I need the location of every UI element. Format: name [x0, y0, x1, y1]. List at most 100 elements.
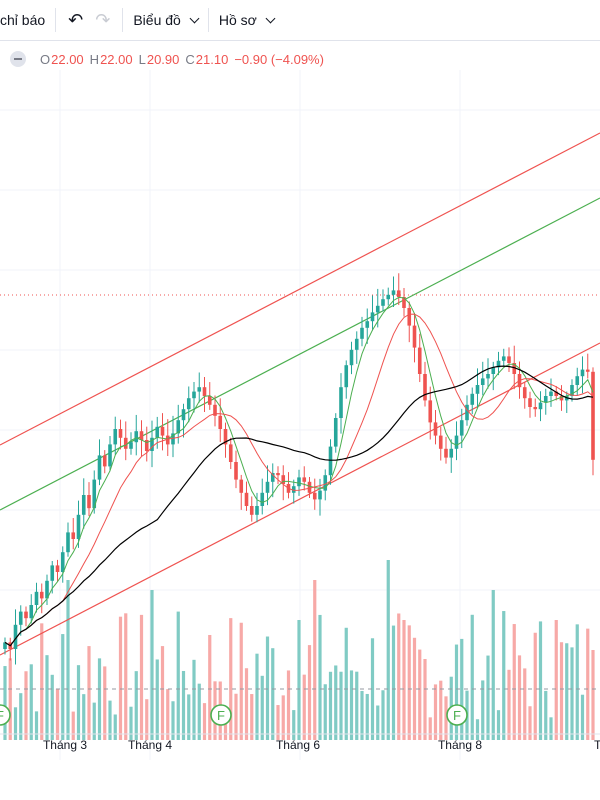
candle-body [66, 532, 70, 553]
volume-bar [386, 560, 390, 740]
volume-bar [549, 717, 553, 740]
volume-bar [234, 693, 238, 740]
profile-menu-button[interactable]: Hồ sơ [209, 0, 284, 40]
candle-body [92, 479, 97, 509]
volume-bar [87, 646, 91, 740]
volume-bar [565, 643, 569, 740]
indicators-button[interactable]: chỉ báo [0, 0, 55, 40]
volume-bar [229, 618, 233, 740]
candle-body [39, 591, 44, 599]
candle-body [465, 404, 469, 421]
candle-body [417, 347, 422, 374]
event-marker-icon [210, 704, 232, 726]
volume-bar [575, 624, 579, 740]
candle-body [349, 349, 354, 366]
candle-body [396, 290, 401, 297]
low-label: L [138, 51, 146, 67]
volume-bar [166, 689, 170, 740]
candle-body [454, 435, 459, 449]
volume-bar [507, 669, 511, 740]
candle-body [360, 327, 364, 339]
volume-bar [554, 620, 558, 740]
candle-body [50, 565, 55, 581]
volume-bar [302, 674, 306, 740]
volume-bar [444, 696, 448, 740]
volume-bar [502, 611, 506, 740]
candle-body [333, 418, 338, 447]
candle-body [475, 385, 480, 394]
open-label: O [40, 51, 51, 67]
close-value: 21.10 [195, 51, 229, 67]
candle-body [134, 431, 139, 443]
candle-body [459, 420, 464, 436]
volume-bar [313, 580, 317, 740]
volume-bar [491, 590, 495, 740]
volume-bar [103, 666, 107, 740]
candle-body [228, 444, 233, 462]
volume-bar [360, 690, 364, 740]
volume-bar [145, 699, 149, 740]
candle-body [102, 455, 107, 467]
candle-body [171, 433, 175, 445]
close-label: C [185, 51, 195, 67]
volume-bar [118, 616, 123, 740]
x-tick-label: Tháng 8 [438, 738, 482, 752]
volume-bar [496, 710, 501, 740]
ma-slow-line [4, 313, 594, 647]
candle-body [559, 396, 564, 401]
volume-bar [523, 668, 527, 740]
candle-body [176, 420, 181, 434]
candle-body [255, 506, 259, 515]
candle-body [533, 407, 538, 410]
volume-bar [150, 590, 154, 740]
volume-bar [297, 620, 301, 740]
candle-body [444, 448, 448, 458]
candle-body [71, 532, 76, 539]
volume-bar [271, 648, 275, 740]
candle-body [339, 387, 343, 418]
event-marker-label: F [0, 708, 4, 723]
chart-menu-button[interactable]: Biểu đồ [123, 0, 207, 40]
volume-bar [139, 614, 144, 740]
volume-bar [192, 659, 196, 740]
toolbar-divider [55, 8, 57, 32]
candle-body [528, 398, 532, 407]
volume-bar [171, 701, 175, 740]
volume-bar [402, 620, 406, 740]
candle-body [192, 391, 196, 399]
candle-body [507, 356, 511, 363]
volume-bar [307, 645, 312, 740]
candle-body [585, 369, 590, 372]
volume-bar [433, 684, 438, 740]
undo-icon[interactable]: ↶ [68, 9, 84, 30]
candle-body [391, 290, 396, 295]
candle-body [491, 367, 496, 374]
candle-body [202, 387, 207, 396]
volume-bar [439, 680, 443, 740]
candle-body [438, 435, 443, 449]
candle-body [123, 437, 128, 449]
candle-body [55, 565, 60, 572]
candle-body [270, 473, 275, 482]
volume-bar [61, 634, 65, 740]
volume-bar [160, 646, 165, 740]
candle-body [144, 440, 149, 451]
candle-body [323, 475, 328, 491]
candle-body [470, 393, 475, 405]
volume-bar [265, 636, 270, 740]
candle-body [312, 492, 317, 500]
volume-bar [19, 693, 23, 740]
volume-bar [71, 711, 75, 740]
candle-body [386, 294, 391, 300]
volume-bar [323, 684, 327, 740]
candle-body [113, 429, 118, 445]
collapse-legend-icon[interactable] [10, 51, 26, 67]
candle-body [197, 387, 202, 392]
volume-bar [276, 705, 280, 740]
volume-bar [470, 614, 474, 740]
volume-bar [155, 659, 159, 740]
volume-bar [8, 658, 12, 740]
candle-body [370, 312, 375, 322]
redo-icon[interactable]: ↷ [95, 9, 111, 30]
